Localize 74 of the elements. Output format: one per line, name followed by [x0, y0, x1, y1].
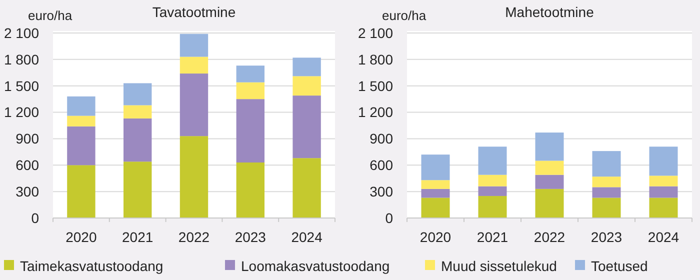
- y-tick-label: 1 800: [358, 51, 394, 68]
- x-tick-label: 2024: [648, 229, 680, 245]
- bar: [292, 58, 321, 76]
- bar: [478, 186, 507, 196]
- legend-label: Toetused: [591, 258, 648, 274]
- y-tick-label: 2 100: [358, 24, 394, 41]
- bar: [67, 116, 96, 126]
- y-tick-label: 1 500: [358, 78, 394, 94]
- bar: [592, 176, 621, 188]
- bar: [292, 76, 321, 96]
- bar: [421, 154, 450, 180]
- y-tick-label: 0: [31, 210, 40, 226]
- bar: [180, 56, 208, 74]
- y-axis-title: euro/ha: [382, 8, 427, 23]
- bar: [236, 99, 264, 162]
- x-tick-label: 2022: [534, 229, 566, 245]
- bar: [180, 34, 208, 57]
- bar: [535, 160, 564, 175]
- y-tick-label: 600: [16, 157, 40, 174]
- x-tick-label: 2021: [476, 229, 508, 245]
- legend-label: Taimekasvatustoodang: [20, 258, 164, 274]
- y-tick-label: 1 500: [4, 78, 40, 94]
- x-tick-label: 2023: [234, 229, 266, 245]
- bar: [535, 174, 564, 189]
- x-tick-label: 2020: [420, 229, 452, 245]
- bar: [478, 174, 507, 186]
- bar: [292, 96, 321, 158]
- bar: [421, 198, 450, 218]
- chart-title: Mahetootmine: [505, 4, 594, 20]
- bar: [67, 126, 96, 166]
- y-tick-label: 1 200: [4, 104, 40, 120]
- bar: [124, 118, 152, 162]
- bar: [67, 96, 96, 116]
- x-tick-label: 2021: [122, 229, 154, 245]
- bar: [124, 105, 152, 118]
- legend-label: Muud sissetulekud: [441, 258, 557, 274]
- y-tick-label: 900: [370, 130, 394, 147]
- bar: [649, 146, 678, 176]
- bar: [124, 162, 152, 218]
- bar: [478, 146, 507, 175]
- bar: [236, 162, 264, 218]
- x-tick-label: 2023: [590, 229, 622, 245]
- bar: [236, 66, 264, 82]
- y-tick-label: 900: [16, 130, 40, 147]
- bar: [649, 186, 678, 198]
- bar: [592, 187, 621, 198]
- bar: [649, 198, 678, 218]
- y-tick-label: 2 100: [4, 24, 40, 41]
- bar: [421, 180, 450, 189]
- x-tick-label: 2024: [291, 229, 323, 245]
- y-tick-label: 1 200: [358, 104, 394, 120]
- bar: [478, 196, 507, 218]
- y-axis-title: euro/ha: [28, 8, 73, 23]
- bar: [124, 83, 152, 106]
- bar: [67, 165, 96, 218]
- bar: [292, 158, 321, 218]
- y-tick-label: 1 800: [4, 51, 40, 68]
- y-tick-label: 600: [370, 157, 394, 174]
- legend-label: Loomakasvatustoodang: [241, 258, 390, 274]
- bar: [421, 188, 450, 198]
- bar: [592, 151, 621, 177]
- chart-title: Tavatootmine: [152, 4, 236, 20]
- y-tick-label: 300: [370, 183, 394, 200]
- bar: [535, 188, 564, 218]
- bar: [649, 176, 678, 186]
- bar: [236, 82, 264, 100]
- y-tick-label: 300: [16, 183, 40, 200]
- bar: [535, 132, 564, 161]
- bar: [180, 136, 208, 218]
- bar: [180, 74, 208, 136]
- y-tick-label: 0: [385, 210, 394, 226]
- bar: [592, 198, 621, 218]
- x-tick-label: 2022: [178, 229, 210, 245]
- x-tick-label: 2020: [66, 229, 97, 245]
